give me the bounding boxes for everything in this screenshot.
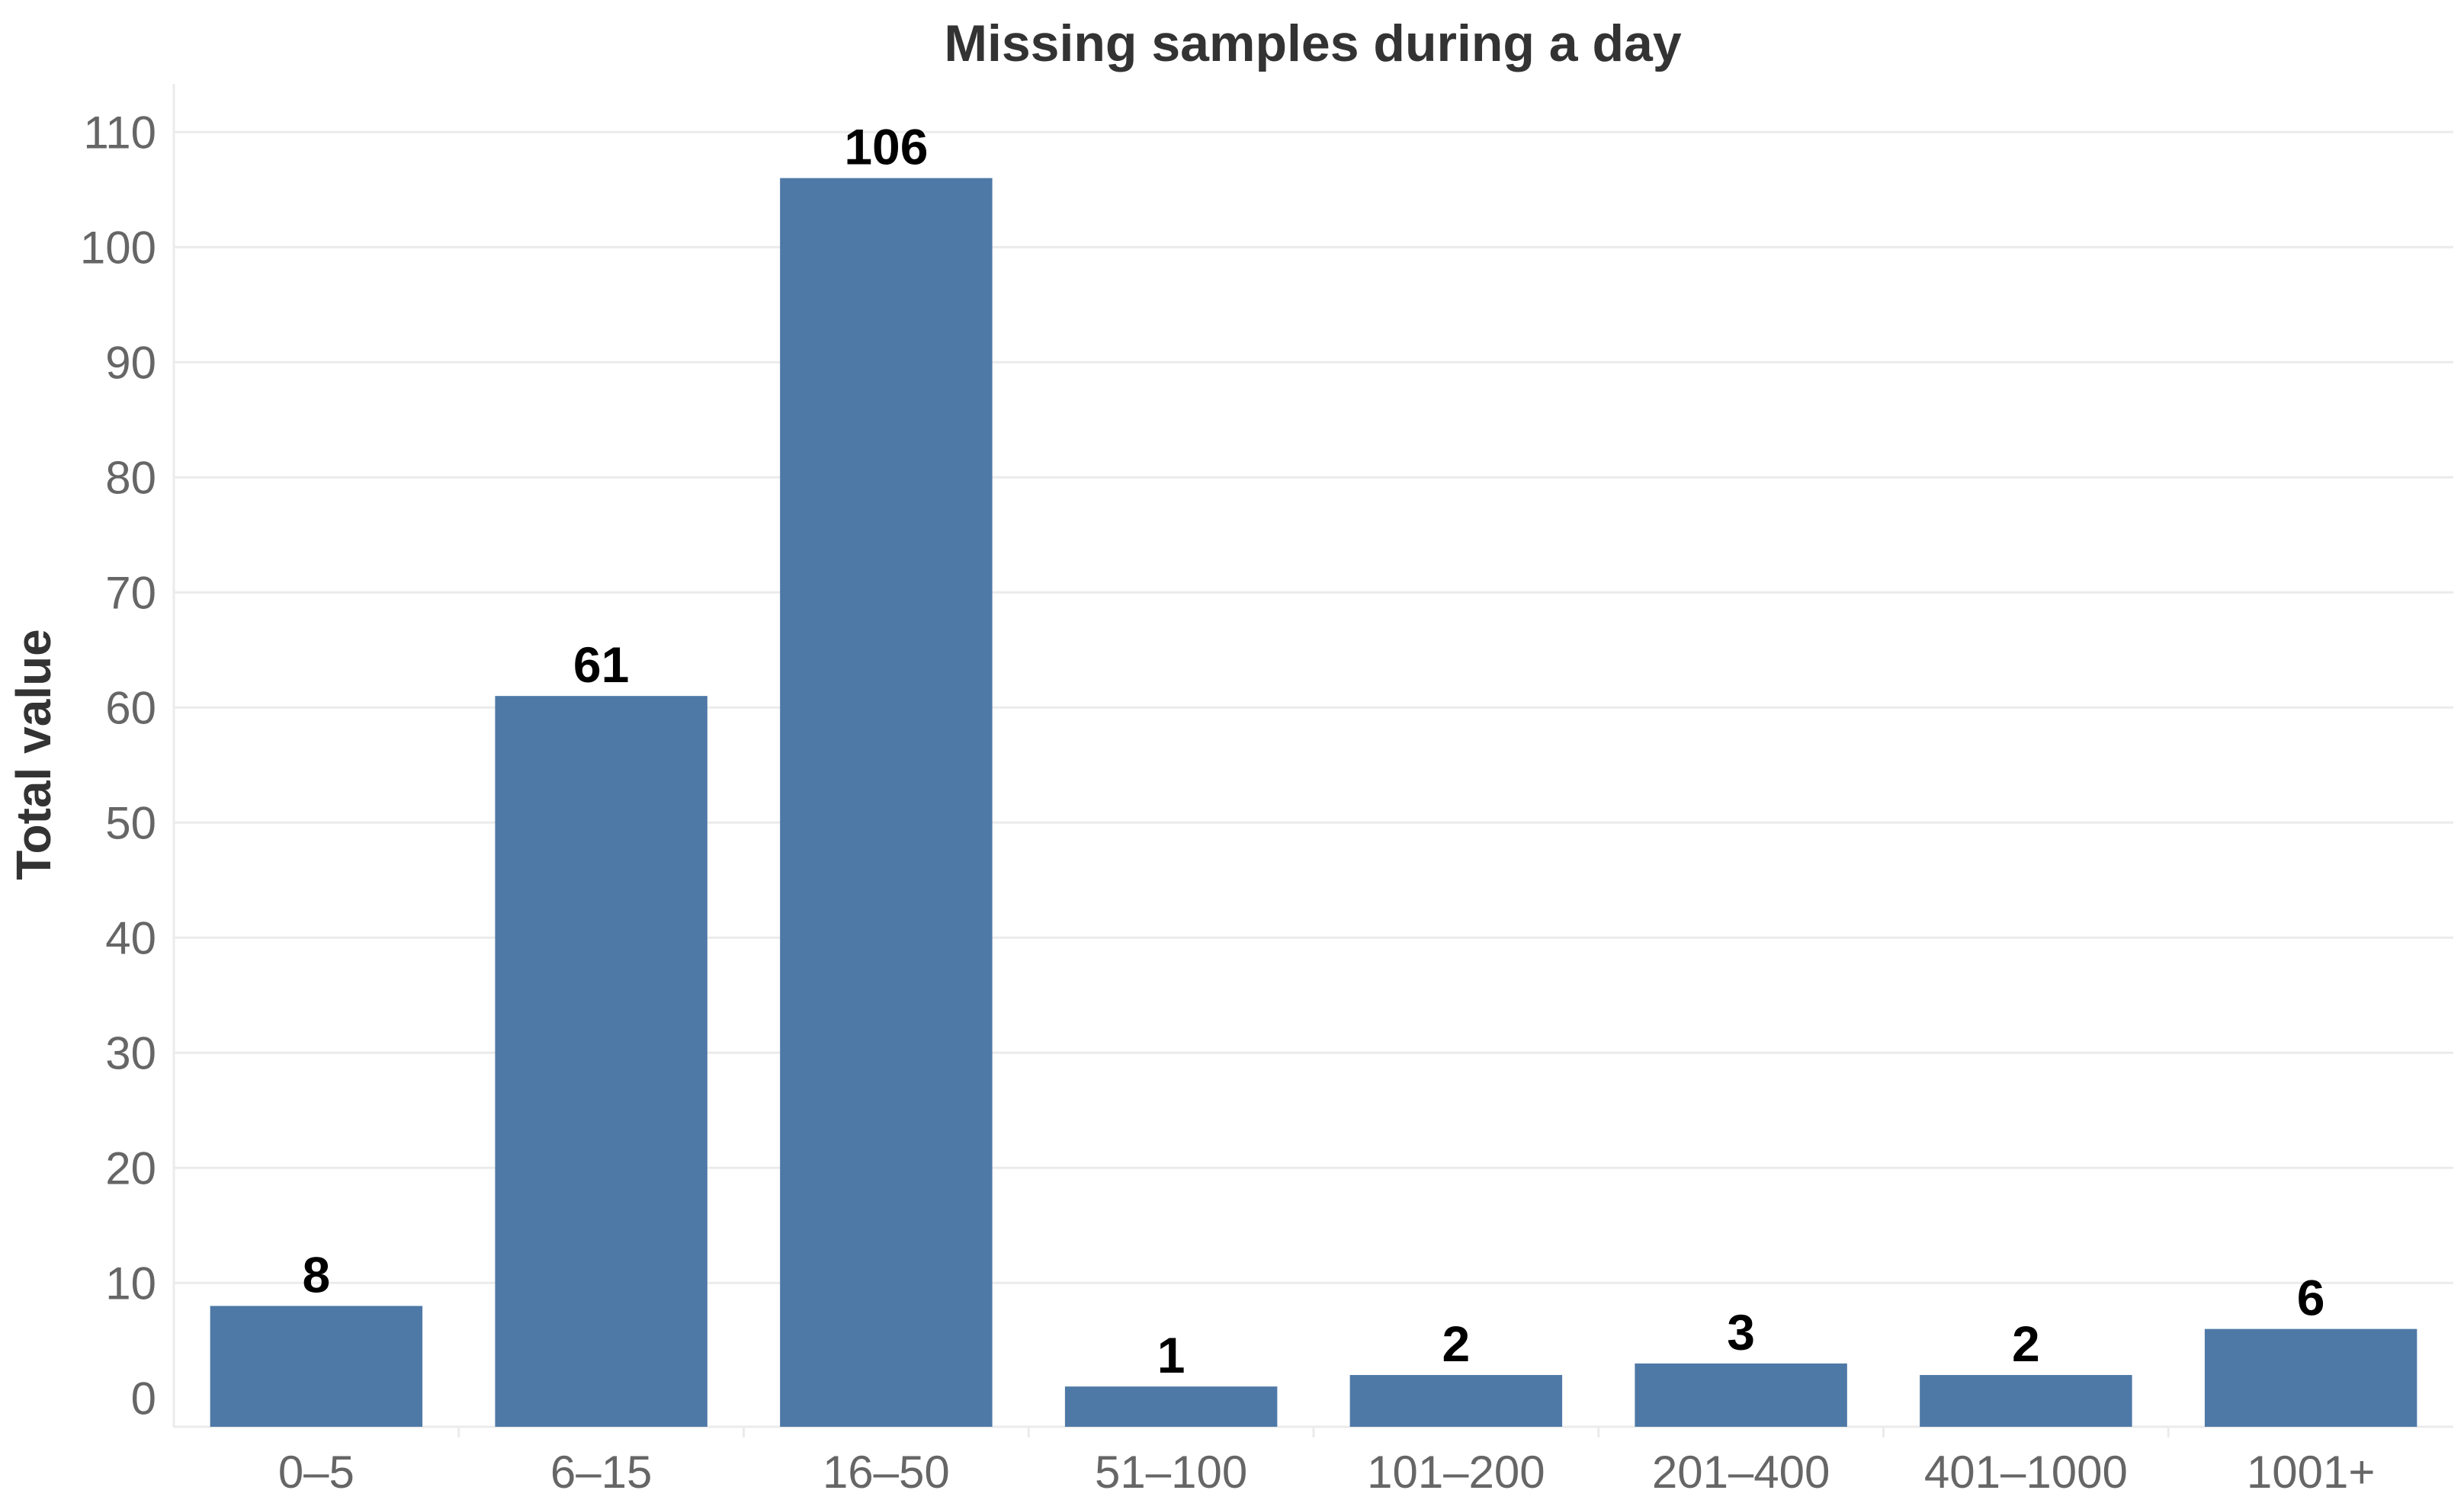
bar [210,1306,423,1427]
x-tick-label: 201–400 [1652,1447,1830,1498]
y-tick-label: 10 [105,1258,156,1309]
x-tick-label: 16–50 [823,1447,950,1498]
data-label: 2 [1442,1316,1471,1372]
data-label: 6 [2297,1270,2325,1326]
data-labels: 8 61 106 1 2 3 2 6 [303,119,2325,1384]
x-tick-label: 6–15 [550,1447,652,1498]
data-label: 8 [303,1246,331,1303]
data-label: 2 [2012,1316,2040,1372]
bar [1920,1375,2132,1427]
bars [210,178,2417,1427]
y-tick-label: 30 [105,1027,156,1078]
bar [1064,1386,1278,1427]
data-label: 1 [1157,1327,1185,1383]
y-tick-label: 70 [105,567,156,618]
y-tick-label: 50 [105,797,156,848]
bar [495,696,707,1427]
x-axis-ticks: 0–5 6–15 16–50 51–100 101–200 201–400 401–1000… [278,1447,2376,1498]
x-tick-label: 1001+ [2247,1447,2376,1498]
x-tick-label: 0–5 [278,1447,355,1498]
y-axis-label: Total value [6,629,61,880]
bar [1635,1363,1847,1427]
y-tick-label: 20 [105,1142,156,1194]
y-tick-label: 0 [131,1373,156,1424]
bar [2204,1328,2417,1427]
bar [780,178,993,1427]
y-tick-label: 40 [105,912,156,963]
y-tick-label: 110 [83,107,156,158]
y-tick-label: 60 [105,682,156,733]
y-tick-label: 80 [105,452,156,503]
y-tick-label: 90 [105,337,156,388]
x-tick-label: 401–1000 [1924,1447,2128,1498]
y-tick-label: 100 [80,222,156,273]
data-label: 106 [844,119,928,175]
data-label: 3 [1727,1304,1755,1360]
chart-title: Missing samples during a day [944,14,1682,72]
x-tick-label: 51–100 [1095,1447,1247,1498]
x-tick-label: 101–200 [1367,1447,1545,1498]
data-label: 61 [573,636,629,693]
bar [1349,1375,1563,1427]
y-axis-ticks: 0 10 20 30 40 50 60 70 80 90 100 110 [80,107,156,1424]
